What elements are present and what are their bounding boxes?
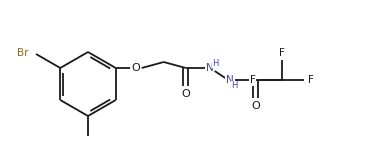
Text: N: N xyxy=(226,75,233,85)
Text: O: O xyxy=(131,63,140,73)
Text: N: N xyxy=(206,63,214,73)
Text: Br: Br xyxy=(16,48,28,58)
Text: O: O xyxy=(181,89,190,99)
Text: H: H xyxy=(232,81,238,90)
Text: F: F xyxy=(250,75,256,85)
Text: F: F xyxy=(308,75,314,85)
Text: F: F xyxy=(279,48,285,58)
Text: O: O xyxy=(251,101,260,111)
Text: H: H xyxy=(213,59,219,68)
